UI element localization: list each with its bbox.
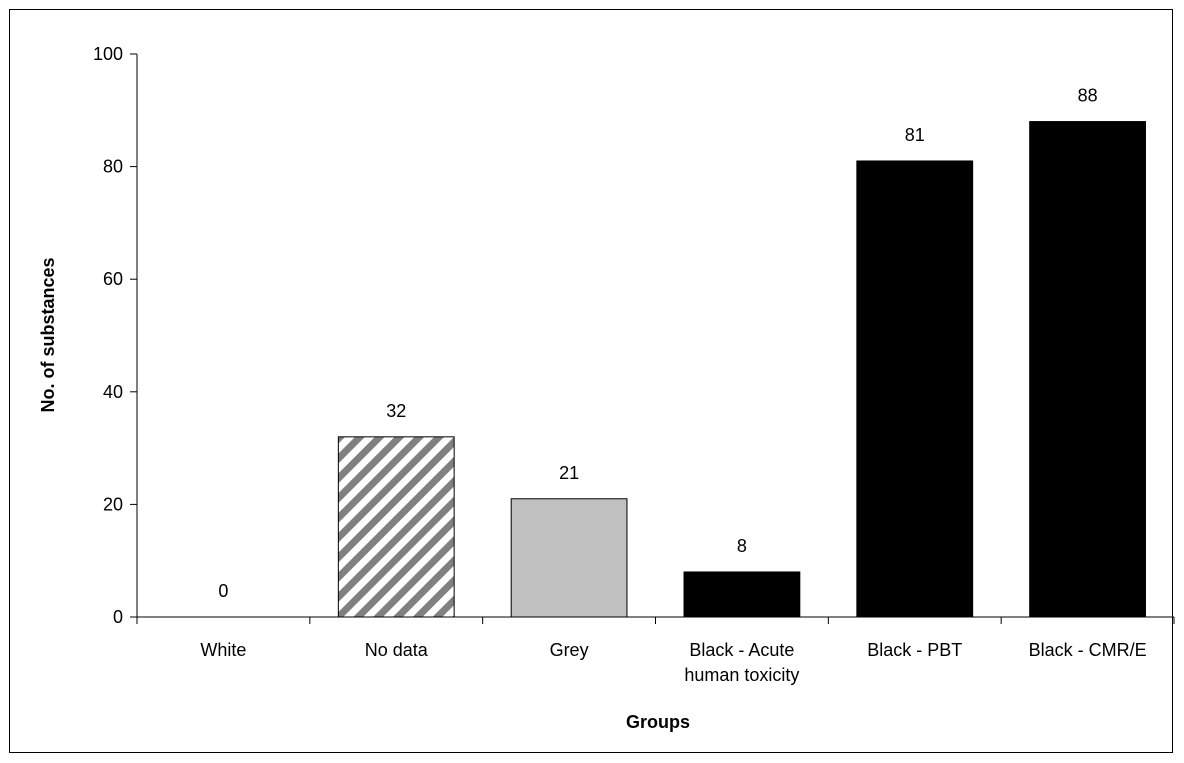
y-tick-label: 20 xyxy=(103,494,123,514)
data-label: 88 xyxy=(1078,86,1098,106)
data-label: 0 xyxy=(218,581,228,601)
x-axis-title: Groups xyxy=(626,712,690,732)
bar xyxy=(510,498,628,618)
data-label: 8 xyxy=(737,536,747,556)
x-tick-label: White xyxy=(200,640,246,660)
x-tick-label: Grey xyxy=(550,640,589,660)
y-tick-label: 60 xyxy=(103,269,123,289)
x-tick-label: Black - PBT xyxy=(867,640,962,660)
bar xyxy=(337,436,455,618)
bar xyxy=(856,160,974,618)
axes xyxy=(130,53,1175,624)
y-tick-label: 0 xyxy=(113,607,123,627)
x-tick-label: Black - CMR/E xyxy=(1029,640,1147,660)
y-tick-label: 40 xyxy=(103,382,123,402)
y-axis-title: No. of substances xyxy=(38,257,58,412)
y-tick-label: 100 xyxy=(93,44,123,64)
bars xyxy=(337,121,1146,618)
x-tick-label: Black - Acute xyxy=(689,640,794,660)
x-tick-label: No data xyxy=(365,640,429,660)
data-label: 81 xyxy=(905,125,925,145)
bar xyxy=(1029,121,1146,618)
chart-frame xyxy=(9,9,1173,753)
y-tick-label: 80 xyxy=(103,157,123,177)
labels: 0 20 40 60 80 100 0 White 32 No data 21 Grey 8 Black … xyxy=(93,44,1147,685)
data-label: 21 xyxy=(559,463,579,483)
x-tick-label: human toxicity xyxy=(684,665,799,685)
bar xyxy=(683,571,801,618)
data-label: 32 xyxy=(386,401,406,421)
